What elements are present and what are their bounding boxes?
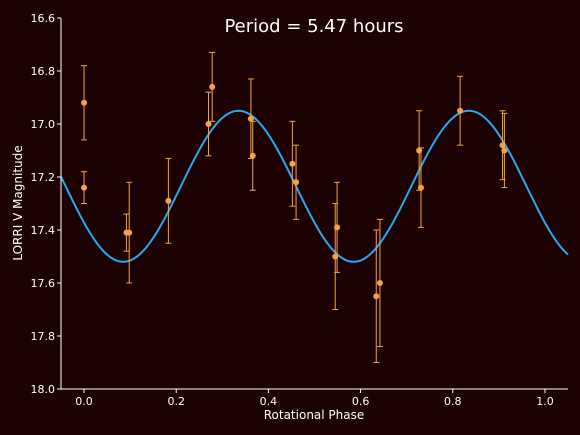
y-axis-label: LORRI V Magnitude	[11, 145, 25, 260]
data-point	[289, 120, 296, 207]
data-point-marker	[457, 107, 464, 114]
data-point	[293, 144, 300, 220]
data-point-marker	[373, 293, 380, 300]
data-point	[249, 120, 256, 191]
data-point	[81, 65, 88, 141]
data-point-marker	[126, 229, 133, 236]
data-point-marker	[205, 121, 212, 127]
data-point	[126, 181, 133, 284]
y-axis-ticks: 16.6 16.8 17.0 17.2 17.4 17.6 17.8 18.0	[31, 12, 61, 396]
data-point-marker	[293, 179, 300, 186]
data-point-marker	[417, 184, 424, 191]
data-point-marker	[209, 83, 216, 90]
data-point	[417, 147, 424, 228]
data-point	[334, 181, 341, 273]
data-point-marker	[165, 197, 172, 204]
data-point	[373, 229, 380, 363]
model-curve-layer	[60, 109, 569, 263]
data-point-marker	[81, 99, 88, 106]
y-tick-label: 17.2	[31, 171, 56, 184]
x-tick-label: 0.4	[260, 395, 278, 408]
x-tick-label: 0.2	[167, 395, 185, 408]
data-point-marker	[81, 184, 88, 191]
x-tick-label: 0.0	[75, 395, 93, 408]
x-tick-label: 0.8	[444, 395, 462, 408]
x-tick-label: 0.6	[352, 395, 370, 408]
data-point	[81, 171, 88, 204]
y-tick-label: 17.0	[31, 118, 56, 131]
data-point-marker	[376, 280, 383, 286]
data-point	[376, 218, 383, 348]
data-point	[501, 112, 508, 189]
data-point	[457, 75, 464, 146]
data-point-marker	[289, 160, 296, 167]
data-point-marker	[247, 115, 254, 122]
y-tick-label: 17.4	[31, 224, 56, 237]
data-point-marker	[249, 152, 256, 159]
y-tick-label: 16.8	[31, 65, 56, 78]
data-point	[165, 157, 172, 244]
model-curve-line	[60, 109, 569, 263]
data-point	[247, 78, 254, 159]
data-point	[209, 51, 216, 122]
data-point	[205, 91, 212, 157]
y-tick-label: 16.6	[31, 12, 56, 25]
chart-title: Period = 5.47 hours	[224, 16, 403, 37]
x-axis-ticks: 0.0 0.2 0.4 0.6 0.8 1.0	[75, 389, 554, 408]
y-tick-label: 17.8	[31, 330, 56, 343]
y-tick-label: 18.0	[31, 383, 56, 396]
data-point-marker	[501, 147, 508, 154]
x-axis-label: Rotational Phase	[264, 408, 365, 422]
data-points-layer	[81, 51, 508, 363]
data-point-marker	[334, 224, 341, 231]
y-tick-label: 17.6	[31, 277, 56, 290]
x-tick-label: 1.0	[536, 395, 554, 408]
